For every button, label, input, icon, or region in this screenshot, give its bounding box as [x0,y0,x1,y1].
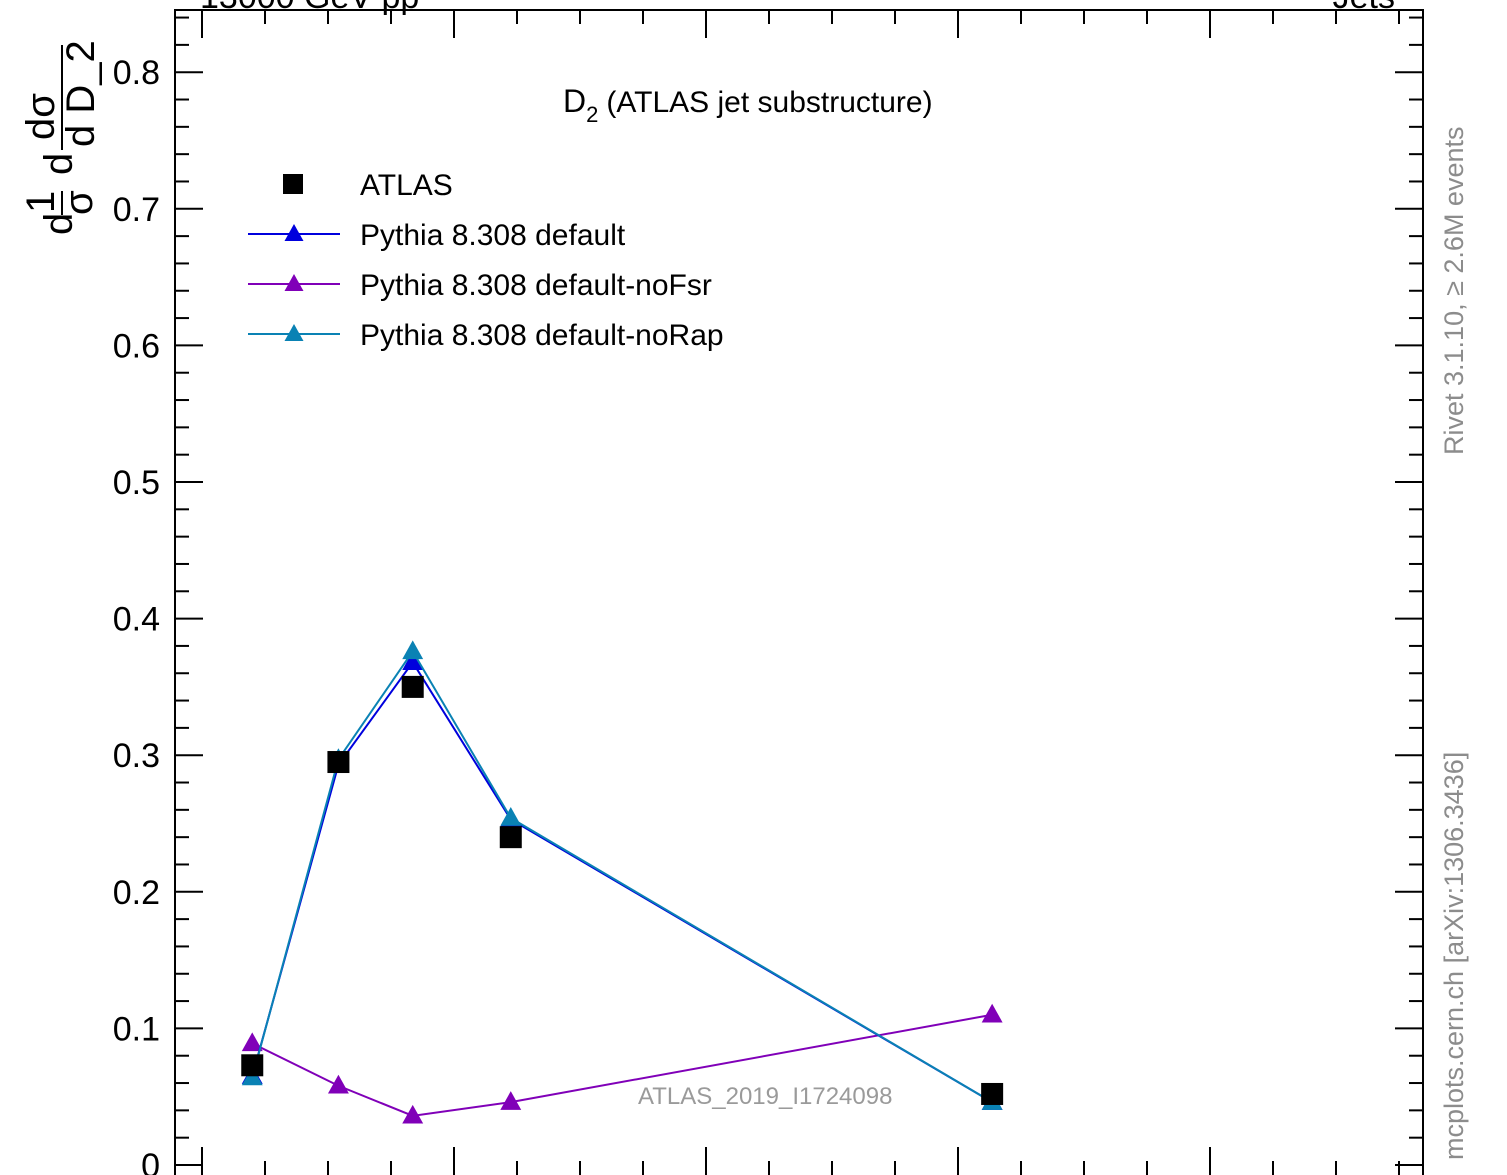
triangle-marker [402,640,424,660]
legend: ATLAS Pythia 8.308 default Pythia 8.308 de… [248,169,724,352]
ylabel-frac2-num: dσ [19,93,63,140]
square-marker [241,1054,264,1077]
triangle-marker [241,1032,263,1052]
triangle-marker [402,1104,424,1124]
mcplots-credit-text: mcplots.cern.ch [arXiv:1306.3436] [1439,752,1469,1160]
title-rest: (ATLAS jet substructure) [606,86,932,119]
triangle-marker [981,1003,1003,1023]
y-tick-label: 0 [141,1147,160,1175]
ylabel-frac1-den: σ [57,190,101,215]
header-right: Jets [1333,0,1395,16]
legend-label: Pythia 8.308 default [360,219,626,252]
series-3 [241,640,1003,1110]
square-marker [981,1082,1004,1105]
triangle-marker [327,1074,349,1094]
series-layer [241,640,1004,1124]
plot-frame [174,9,1424,1175]
triangle-marker [500,807,522,826]
y-tick-label: 0.6 [113,327,160,365]
ylabel-prefix-2: d [37,153,81,175]
legend-label: Pythia 8.308 default-noRap [360,319,724,352]
legend-label: Pythia 8.308 default-noFsr [360,269,712,302]
triangle-marker [284,224,304,241]
ylabel-prefix: d [37,213,81,235]
legend-item: Pythia 8.308 default [248,219,626,252]
y-tick-label: 0.8 [113,54,160,92]
series-0 [241,675,1004,1105]
y-tick-labels: 0 0.1 0.2 0.3 0.4 0.5 0.6 0.7 0.8 [113,54,160,1175]
analysis-watermark: ATLAS_2019_I1724098 [638,1083,892,1110]
legend-label: ATLAS [360,169,453,202]
square-marker [499,826,522,849]
triangle-marker [500,1091,522,1110]
title-sub: 2 [586,102,598,127]
triangle-marker [402,651,424,671]
legend-item: Pythia 8.308 default-noFsr [248,269,712,302]
title-main: D [563,83,586,119]
y-tick-label: 0.3 [113,737,160,775]
chart-title: D2 (ATLAS jet substructure) [563,83,933,127]
triangle-marker [284,274,304,291]
triangle-marker [284,324,304,341]
ylabel-frac2-den: d D_2 [59,40,103,147]
y-axis-label: d 1 σ d dσ d D_2 [19,40,103,235]
square-marker [327,751,350,774]
y-tick-label: 0.2 [113,874,160,912]
y-tick-label: 0.4 [113,601,160,639]
y-tick-label: 0.7 [113,191,160,229]
header-left: 13000 GeV pp [200,0,419,16]
ylabel-frac1-num: 1 [19,191,63,213]
series-2 [241,1003,1003,1124]
legend-item: Pythia 8.308 default-noRap [248,319,724,352]
rivet-version-text: Rivet 3.1.10, ≥ 2.6M events [1439,127,1469,455]
legend-item: ATLAS [283,169,453,202]
legend-square-marker [283,174,303,194]
axis-ticks [175,10,1423,1175]
square-marker [401,675,424,698]
y-tick-label: 0.1 [113,1010,160,1048]
y-tick-label: 0.5 [113,464,160,502]
